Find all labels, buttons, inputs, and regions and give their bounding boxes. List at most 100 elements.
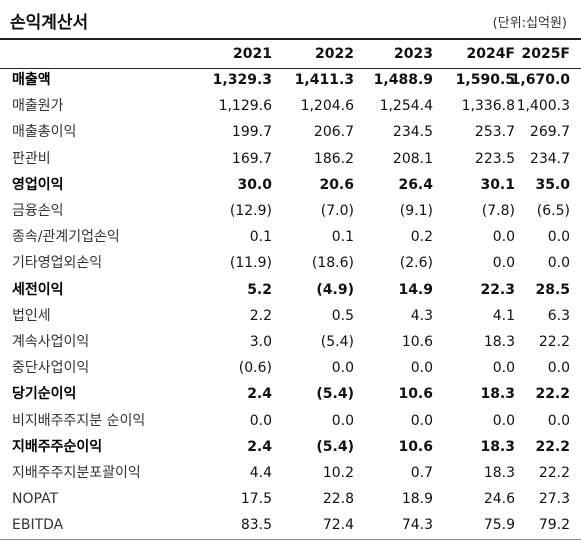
row-label: 지배주주순이익: [12, 438, 103, 455]
cell-value: 79.2: [538, 517, 570, 534]
header-rule: [0, 68, 581, 69]
row-label: 종속/관계기업손익: [12, 229, 120, 246]
cell-value: 0.0: [410, 360, 433, 377]
cell-value: 5.2: [247, 281, 272, 298]
cell-value: (6.5): [536, 203, 570, 219]
row-label: 영업이익: [12, 176, 64, 193]
cell-value: 1,329.3: [212, 72, 272, 88]
column-header: 2021: [233, 46, 272, 62]
cell-value: 10.6: [401, 334, 433, 350]
cell-value: 10.2: [322, 465, 354, 481]
cell-value: 253.7: [474, 124, 515, 141]
cell-value: 0.2: [410, 229, 433, 246]
cell-value: 1,670.0: [510, 72, 570, 88]
cell-value: 4.1: [492, 307, 515, 324]
cell-value: 27.3: [538, 491, 570, 508]
cell-value: 14.9: [398, 281, 433, 298]
cell-value: 6.3: [547, 307, 570, 324]
cell-value: 18.3: [483, 465, 515, 481]
row-label: 법인세: [12, 307, 51, 324]
cell-value: 4.4: [249, 465, 272, 481]
cell-value: 4.3: [410, 307, 433, 324]
cell-value: 22.3: [480, 281, 515, 298]
cell-value: (18.6): [311, 255, 354, 272]
cell-value: 22.2: [538, 465, 570, 481]
cell-value: 169.7: [231, 150, 272, 167]
cell-value: 22.2: [538, 334, 570, 350]
cell-value: 1,204.6: [300, 98, 354, 115]
cell-value: 1,336.8: [461, 98, 515, 115]
cell-value: 186.2: [313, 150, 354, 167]
cell-value: 0.0: [492, 229, 515, 246]
cell-value: 206.7: [313, 124, 354, 141]
cell-value: 0.0: [547, 360, 570, 377]
title: 손익계산서: [10, 13, 89, 33]
cell-value: (5.4): [320, 334, 354, 350]
cell-value: 22.2: [535, 386, 570, 403]
cell-value: 223.5: [474, 150, 515, 167]
cell-value: 28.5: [535, 281, 570, 298]
cell-value: 0.0: [547, 412, 570, 429]
cell-value: 74.3: [401, 517, 433, 534]
cell-value: (9.1): [399, 203, 433, 219]
cell-value: 234.5: [392, 124, 433, 141]
cell-value: 18.3: [483, 334, 515, 350]
cell-value: (7.0): [320, 203, 354, 219]
column-header: 2025F: [521, 46, 570, 62]
cell-value: 0.1: [249, 229, 272, 246]
cell-value: 2.2: [249, 307, 272, 324]
cell-value: 269.7: [529, 124, 570, 141]
cell-value: 0.0: [492, 412, 515, 429]
cell-value: 10.6: [398, 438, 433, 455]
cell-value: (0.6): [238, 360, 272, 377]
cell-value: 0.1: [331, 229, 354, 246]
row-label: NOPAT: [12, 491, 59, 508]
cell-value: 17.5: [240, 491, 272, 508]
cell-value: 1,488.9: [373, 72, 433, 88]
cell-value: 75.9: [483, 517, 515, 534]
cell-value: 0.0: [410, 412, 433, 429]
cell-value: 0.0: [331, 412, 354, 429]
cell-value: 18.9: [401, 491, 433, 508]
cell-value: 10.6: [398, 386, 433, 403]
cell-value: (5.4): [316, 386, 354, 403]
cell-value: 1,254.4: [379, 98, 433, 115]
cell-value: (5.4): [316, 438, 354, 455]
cell-value: 2.4: [247, 438, 272, 455]
top-rule: [0, 38, 581, 40]
row-label: 계속사업이익: [12, 334, 90, 350]
cell-value: 199.7: [231, 124, 272, 141]
row-label: 지배주주지분포괄이익: [12, 465, 141, 481]
cell-value: 0.5: [331, 307, 354, 324]
cell-value: 72.4: [322, 517, 354, 534]
unit: (단위:십억원): [492, 16, 567, 31]
row-label: 매출원가: [12, 98, 64, 115]
column-header: 2023: [394, 46, 433, 62]
cell-value: (12.9): [229, 203, 272, 219]
cell-value: 1,129.6: [218, 98, 272, 115]
cell-value: 234.7: [529, 150, 570, 167]
cell-value: 0.0: [249, 412, 272, 429]
row-label: 비지배주주지분 순이익: [12, 412, 146, 429]
cell-value: 208.1: [392, 150, 433, 167]
cell-value: 22.2: [535, 438, 570, 455]
cell-value: 1,590.5: [455, 72, 515, 88]
cell-value: (2.6): [399, 255, 433, 272]
bottom-rule: [0, 539, 581, 540]
cell-value: 22.8: [322, 491, 354, 508]
cell-value: 0.0: [547, 229, 570, 246]
cell-value: 0.0: [547, 255, 570, 272]
cell-value: 30.1: [480, 176, 515, 193]
cell-value: 2.4: [247, 386, 272, 403]
column-header: 2022: [315, 46, 354, 62]
cell-value: 83.5: [240, 517, 272, 534]
row-label: 판관비: [12, 150, 51, 167]
cell-value: (7.8): [481, 203, 515, 219]
cell-value: 0.0: [492, 360, 515, 377]
cell-value: 35.0: [535, 176, 570, 193]
row-label: 중단사업이익: [12, 360, 90, 377]
row-label: 세전이익: [12, 281, 64, 298]
cell-value: 3.0: [249, 334, 272, 350]
cell-value: 1,411.3: [294, 72, 354, 88]
